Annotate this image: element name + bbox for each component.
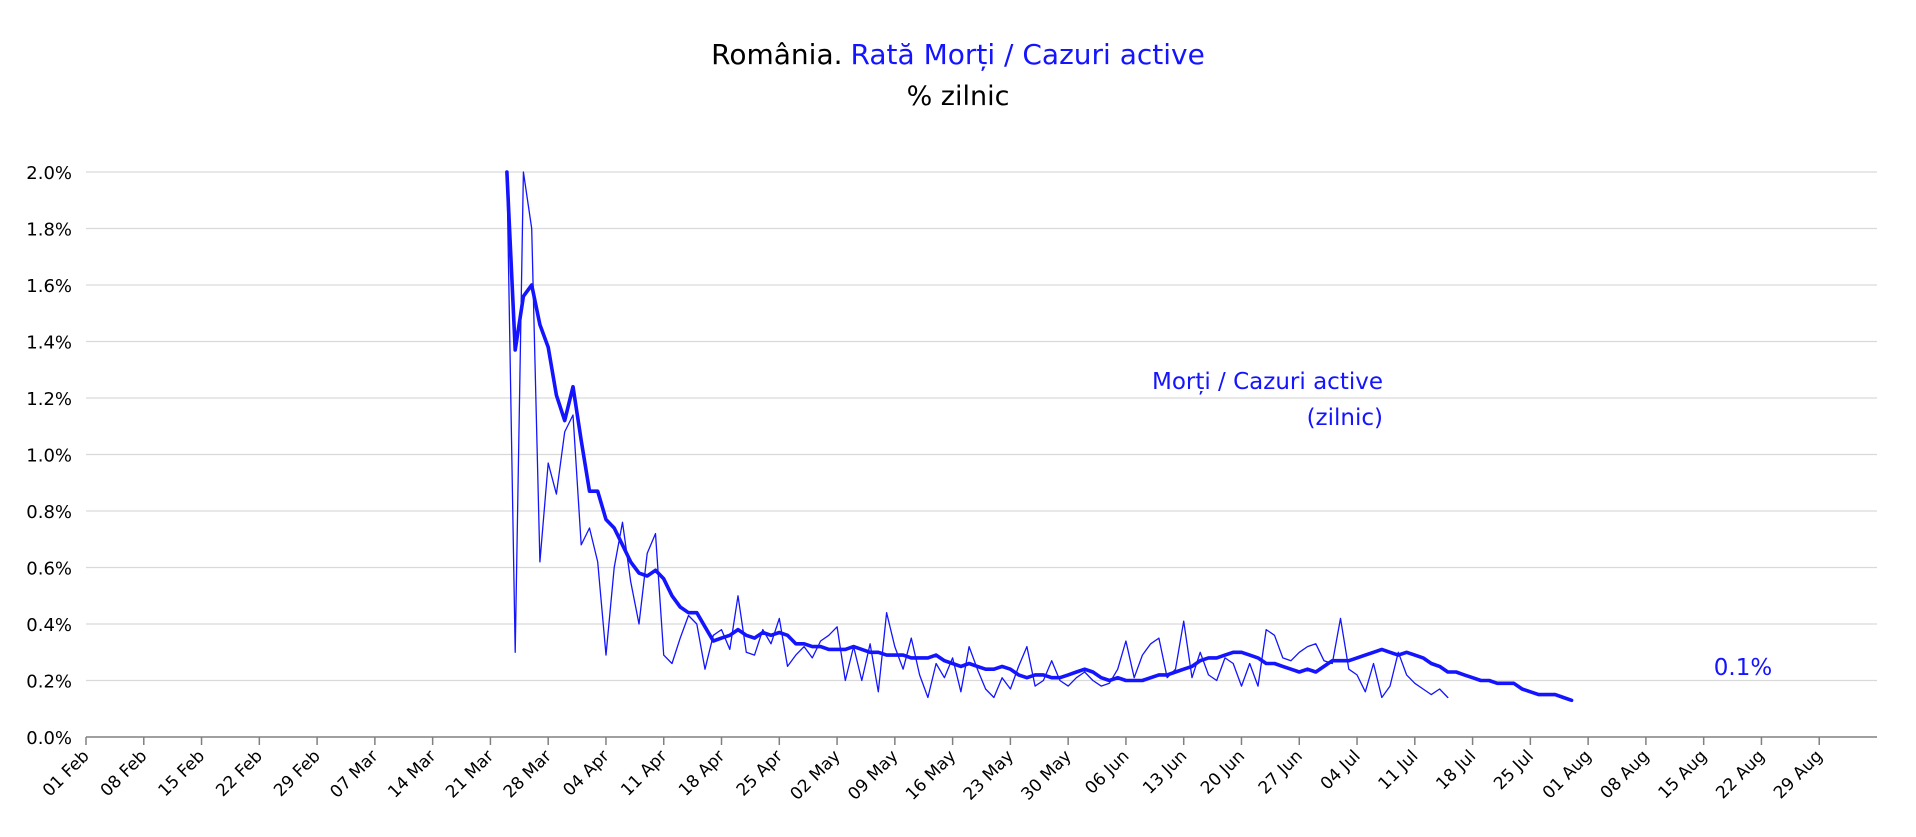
x-tick-label: 22 Aug bbox=[1712, 746, 1769, 803]
x-tick-label: 06 Jun bbox=[1081, 746, 1133, 798]
x-tick-label: 27 Jun bbox=[1255, 746, 1307, 798]
y-tick-label: 2.0% bbox=[26, 163, 72, 184]
series-annotation-line1: Morți / Cazuri active bbox=[1152, 369, 1383, 395]
chart-title-highlight: Rată Morți / Cazuri active bbox=[851, 38, 1205, 71]
x-tick-label: 15 Aug bbox=[1654, 746, 1711, 803]
x-tick-label: 11 Jul bbox=[1375, 746, 1423, 794]
chart-title: România. Rată Morți / Cazuri active bbox=[711, 38, 1205, 71]
chart-title-prefix: România. bbox=[711, 38, 842, 71]
series-annotation-line2: (zilnic) bbox=[1307, 405, 1383, 431]
x-tick-label: 04 Jul bbox=[1317, 746, 1365, 794]
series-group bbox=[505, 170, 1574, 703]
x-tick-label: 29 Aug bbox=[1770, 746, 1827, 803]
x-tick-label: 04 Apr bbox=[559, 746, 613, 800]
y-tick-label: 1.0% bbox=[26, 446, 72, 467]
y-tick-label: 0.8% bbox=[26, 502, 72, 523]
x-tick-label: 21 Mar bbox=[442, 746, 498, 802]
x-tick-label: 29 Feb bbox=[270, 746, 325, 801]
x-tick-label: 25 Jul bbox=[1490, 746, 1538, 794]
x-tick-label: 28 Mar bbox=[500, 746, 556, 802]
x-tick-label: 08 Aug bbox=[1597, 746, 1654, 803]
x-axis: 01 Feb 08 Feb 15 Feb 22 Feb 29 Feb 07 Mar 14 M… bbox=[39, 736, 1877, 805]
x-tick-label: 07 Mar bbox=[326, 746, 382, 802]
x-tick-label: 25 Apr bbox=[733, 746, 787, 800]
y-tick-label: 0.6% bbox=[26, 559, 72, 580]
x-tick-label: 14 Mar bbox=[384, 746, 440, 802]
x-tick-label: 18 Apr bbox=[675, 746, 729, 800]
x-tick-label: 23 May bbox=[960, 746, 1018, 804]
x-tick-label: 16 May bbox=[902, 746, 960, 804]
x-tick-label: 13 Jun bbox=[1139, 746, 1191, 798]
y-tick-label: 1.4% bbox=[26, 333, 72, 354]
y-tick-label: 0.4% bbox=[26, 615, 72, 636]
x-tick-label: 02 May bbox=[786, 746, 844, 804]
y-axis: 0.0% 0.2% 0.4% 0.6% 0.8% 1.0% 1.2% 1.4% 1.6% 1.8%… bbox=[26, 163, 72, 749]
y-tick-label: 1.2% bbox=[26, 389, 72, 410]
x-tick-label: 20 Jun bbox=[1197, 746, 1249, 798]
x-tick-label: 11 Apr bbox=[617, 746, 671, 800]
x-tick-label: 18 Jul bbox=[1432, 746, 1480, 794]
x-tick-label: 09 May bbox=[844, 746, 902, 804]
x-tick-label: 22 Feb bbox=[212, 746, 267, 801]
x-tick-label: 15 Feb bbox=[155, 746, 210, 801]
y-tick-label: 1.8% bbox=[26, 220, 72, 241]
x-tick-label: 01 Aug bbox=[1539, 746, 1596, 803]
y-tick-label: 0.2% bbox=[26, 672, 72, 693]
x-tick-label: 08 Feb bbox=[97, 746, 152, 801]
x-tick-label: 01 Feb bbox=[39, 746, 94, 801]
series-line-daily bbox=[506, 171, 1449, 699]
end-value-annotation: 0.1% bbox=[1714, 655, 1772, 681]
y-tick-label: 1.6% bbox=[26, 276, 72, 297]
x-tick-label: 30 May bbox=[1018, 746, 1076, 804]
series-line-average bbox=[505, 170, 1574, 703]
chart-subtitle: % zilnic bbox=[907, 81, 1010, 112]
gridlines bbox=[86, 171, 1877, 682]
y-tick-label: 0.0% bbox=[26, 728, 72, 749]
